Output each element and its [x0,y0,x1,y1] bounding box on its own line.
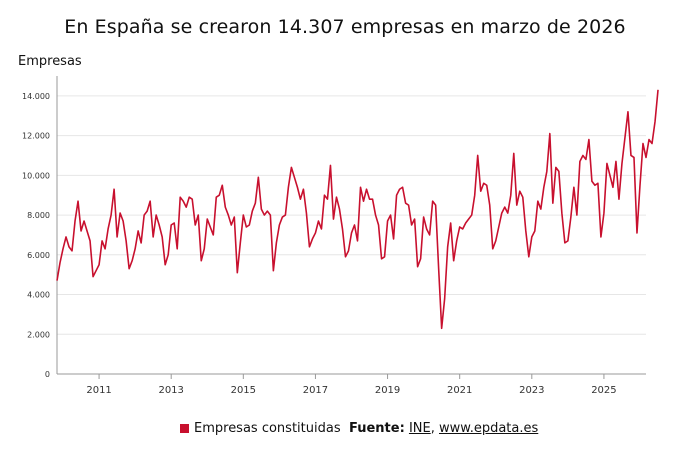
x-tick-label: 2025 [591,385,616,396]
series-line-empresas-constituidas [56,89,659,330]
grid-lines [57,95,646,335]
y-tick-label: 12.000 [22,132,50,141]
y-tick-label: 8.000 [27,211,50,220]
y-tick-label: 2.000 [27,330,50,339]
x-tick-label: 2015 [231,385,256,396]
chart-title: En España se crearon 14.307 empresas en … [64,16,626,38]
y-axis-label: Empresas [18,54,82,69]
source-link-ine[interactable]: INE [408,421,431,436]
source-link-epdata[interactable]: www.epdata.es [439,421,539,436]
legend-label: Empresas constituidas [194,421,341,436]
x-tick-label: 2023 [519,385,544,396]
x-tick-labels: 2011 2013 2015 2017 2019 2021 2023 2025 [86,374,617,396]
x-tick-label: 2017 [303,385,328,396]
source-note: Fuente: INE, www.epdata.es [349,421,538,436]
x-tick-label: 2019 [375,385,400,396]
y-tick-label: 14.000 [22,92,50,101]
source-label: Fuente: [349,421,405,436]
x-tick-label: 2021 [447,385,472,396]
y-tick-label: 4.000 [27,291,50,300]
legend-swatch [180,424,189,433]
y-tick-label: 0 [45,370,50,379]
source-separator: , [430,421,435,436]
y-tick-label: 6.000 [27,251,50,260]
y-tick-labels: 0 2.000 4.000 6.000 8.000 10.000 12.000 14.000 [22,92,50,379]
x-tick-label: 2013 [158,385,183,396]
x-tick-label: 2011 [86,385,111,396]
y-tick-label: 10.000 [22,171,50,180]
legend: Empresas constituidas [180,421,341,436]
